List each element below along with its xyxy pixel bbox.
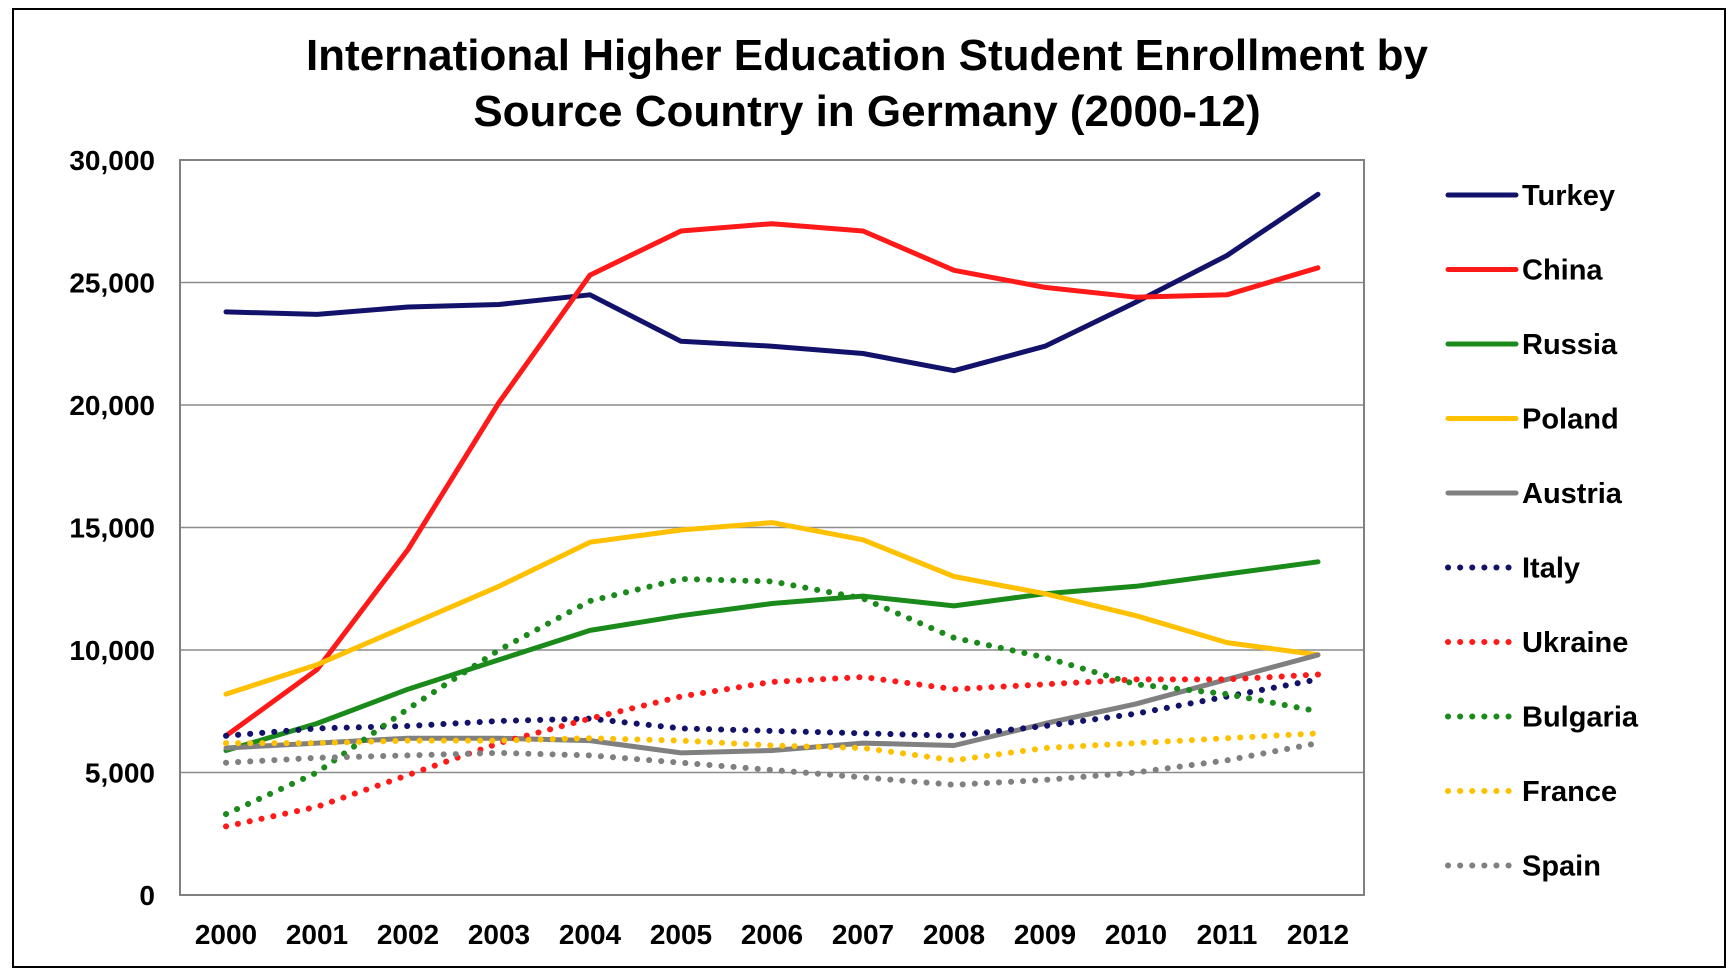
y-tick-label-15000: 15,000 — [69, 513, 155, 544]
series-line-austria — [223, 652, 1321, 756]
y-tick-label-20000: 20,000 — [69, 390, 155, 421]
legend-label-russia: Russia — [1522, 329, 1618, 361]
series-line-turkey — [223, 191, 1321, 374]
chart-title: International Higher Education Student E… — [0, 28, 1734, 140]
x-tick-label-2002: 2002 — [377, 919, 439, 950]
series-line-bulgaria — [223, 576, 1321, 818]
gridlines — [180, 281, 1364, 774]
legend-label-turkey: Turkey — [1522, 180, 1615, 212]
series-line-spain — [223, 740, 1321, 788]
legend-label-austria: Austria — [1522, 478, 1623, 510]
x-tick-label-2008: 2008 — [923, 919, 985, 950]
x-tick-label-2005: 2005 — [650, 919, 712, 950]
legend-label-poland: Poland — [1522, 404, 1619, 436]
series-line-russia — [223, 559, 1321, 753]
series-line-france — [223, 730, 1321, 764]
series-line-china — [223, 221, 1321, 739]
legend-label-italy: Italy — [1522, 553, 1580, 585]
chart-title-line-1: International Higher Education Student E… — [305, 31, 1429, 80]
chart-frame — [12, 8, 1726, 968]
legend-label-france: France — [1522, 776, 1617, 808]
x-tick-label-2006: 2006 — [741, 919, 803, 950]
legend-label-spain: Spain — [1522, 851, 1601, 883]
plot-area-border — [179, 159, 1365, 896]
x-tick-label-2007: 2007 — [832, 919, 894, 950]
y-tick-label-10000: 10,000 — [69, 635, 155, 666]
y-axis-ticks: 0 5,000 10,000 15,000 20,000 25,000 30,000 — [69, 145, 155, 911]
x-tick-label-2009: 2009 — [1014, 919, 1076, 950]
series-line-italy — [223, 676, 1321, 739]
x-tick-label-2012: 2012 — [1287, 919, 1349, 950]
chart-title-line-2: Source Country in Germany (2000-12) — [473, 87, 1261, 136]
x-tick-label-2010: 2010 — [1105, 919, 1167, 950]
x-tick-label-2000: 2000 — [195, 919, 257, 950]
x-tick-label-2011: 2011 — [1197, 919, 1258, 950]
legend-label-bulgaria: Bulgaria — [1522, 702, 1639, 734]
x-tick-label-2003: 2003 — [468, 919, 530, 950]
y-tick-label-0: 0 — [139, 880, 155, 911]
x-axis-ticks: 2000 2001 2002 2003 2004 2005 2006 2007 2008 2009… — [195, 919, 1349, 950]
series-lines — [223, 191, 1321, 830]
legend-label-china: China — [1522, 255, 1603, 287]
y-tick-label-5000: 5,000 — [85, 758, 155, 789]
series-line-ukraine — [223, 671, 1321, 830]
x-tick-label-2001: 2001 — [286, 919, 348, 950]
y-tick-label-25000: 25,000 — [69, 268, 155, 299]
y-tick-label-30000: 30,000 — [69, 145, 155, 176]
series-line-poland — [223, 520, 1321, 697]
legend: Turkey China Russia Poland Austria Italy Ukrai… — [1445, 180, 1639, 883]
x-tick-label-2004: 2004 — [559, 919, 622, 950]
legend-label-ukraine: Ukraine — [1522, 627, 1628, 659]
